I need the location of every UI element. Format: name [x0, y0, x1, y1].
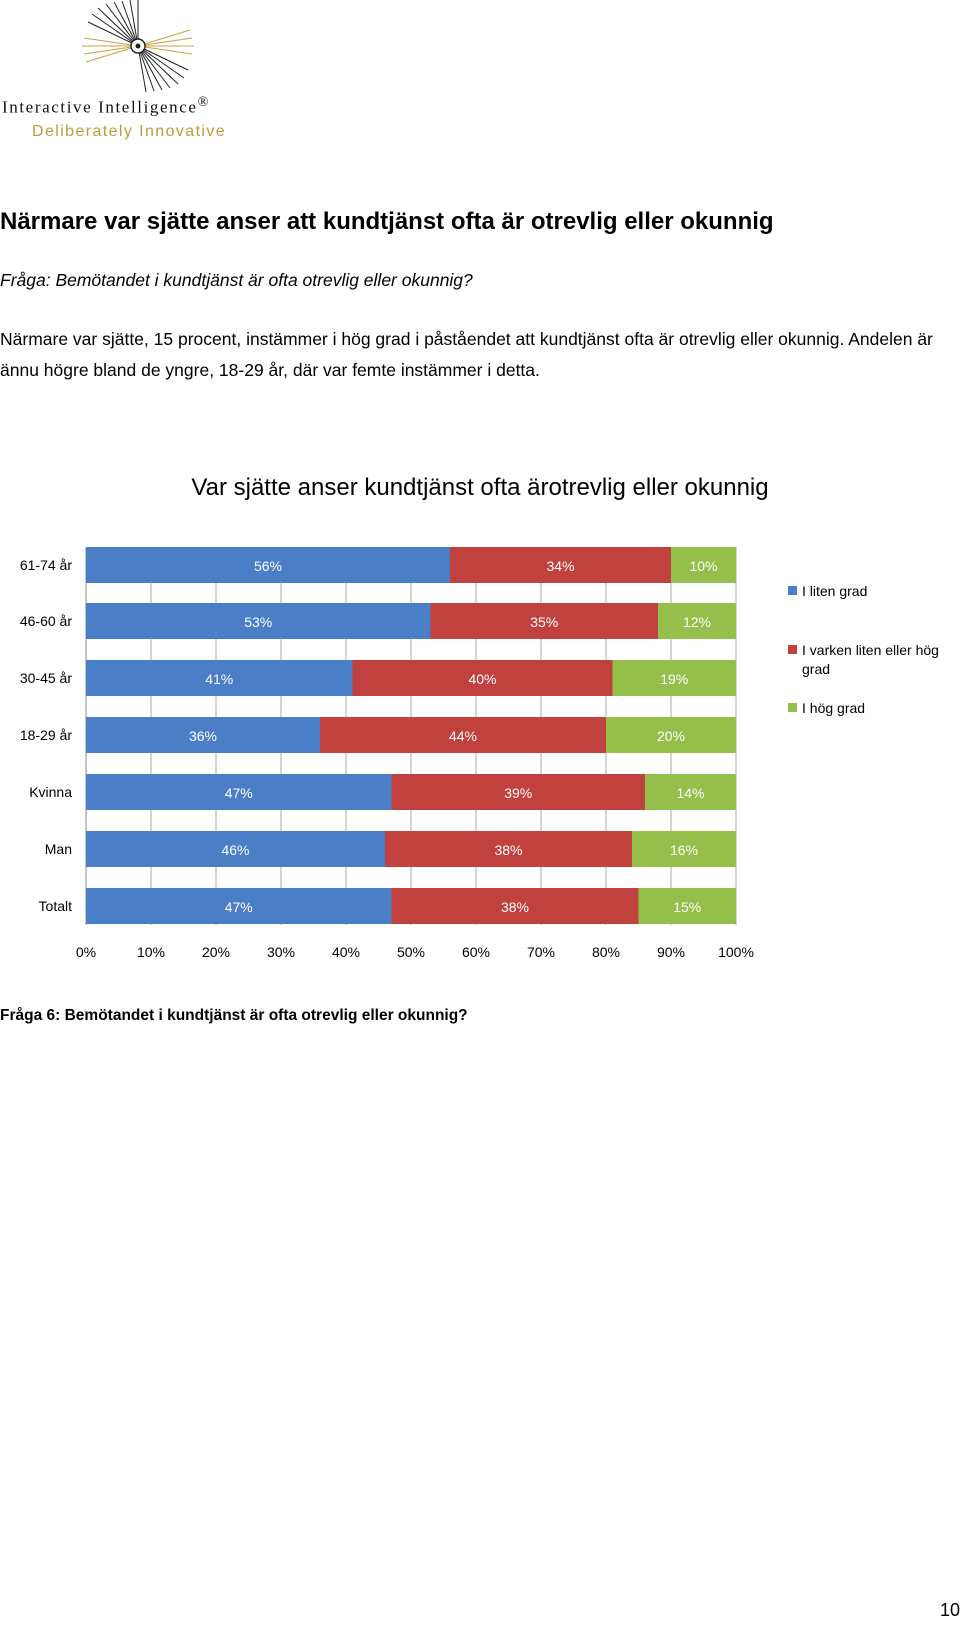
bar-segment	[86, 603, 431, 639]
bar-segment	[86, 660, 353, 696]
x-tick-label: 50%	[397, 944, 425, 960]
data-label: 39%	[504, 785, 532, 801]
bar-segment	[86, 717, 320, 753]
x-tick-label: 60%	[462, 944, 490, 960]
legend-label: I varken liten eller hög grad	[802, 642, 939, 677]
legend-item: I liten grad	[788, 582, 958, 601]
legend-swatch	[788, 586, 797, 595]
stacked-bar-chart: 61-74 år 56% 34% 10% 46-60 år 53% 35% 12% 30-45 …	[20, 547, 754, 960]
bar-segment	[86, 888, 392, 924]
x-tick-label: 90%	[657, 944, 685, 960]
data-label: 40%	[468, 671, 496, 687]
bar-segment	[391, 774, 645, 810]
bar-segment	[671, 547, 736, 583]
legend-swatch	[788, 645, 797, 654]
bar-segment	[658, 603, 736, 639]
category-label: Kvinna	[29, 784, 72, 800]
x-tick-label: 40%	[332, 944, 360, 960]
bar-segment	[86, 774, 392, 810]
category-label: Totalt	[39, 898, 73, 914]
data-label: 47%	[225, 899, 253, 915]
bar-segment	[385, 831, 632, 867]
bar-segment	[352, 660, 613, 696]
data-label: 16%	[670, 842, 698, 858]
logo-tagline: Deliberately Innovative	[32, 123, 227, 140]
logo-trademark: ®	[197, 94, 210, 110]
category-label: 30-45 år	[20, 670, 72, 686]
x-tick-label: 0%	[76, 944, 96, 960]
data-label: 36%	[189, 728, 217, 744]
bar-segment	[638, 888, 736, 924]
category-label: 46-60 år	[20, 613, 72, 629]
x-tick-label: 70%	[527, 944, 555, 960]
company-logo: Interactive Intelligence® Deliberately I…	[0, 0, 280, 150]
bar-segment	[606, 717, 736, 753]
data-label: 56%	[254, 558, 282, 574]
bar-segment	[450, 547, 671, 583]
fan-logo-icon	[82, 0, 194, 92]
x-tick-label: 80%	[592, 944, 620, 960]
bar-segment	[612, 660, 736, 696]
logo-wordmark: Interactive Intelligence®	[2, 94, 210, 118]
bar-segment	[430, 603, 658, 639]
category-label: 18-29 år	[20, 727, 72, 743]
data-label: 12%	[683, 614, 711, 630]
data-label: 14%	[676, 785, 704, 801]
x-tick-label: 100%	[718, 944, 754, 960]
data-label: 19%	[660, 671, 688, 687]
x-tick-label: 10%	[137, 944, 165, 960]
chart-title: Var sjätte anser kundtjänst ofta ärotrev…	[191, 474, 769, 501]
x-tick-label: 20%	[202, 944, 230, 960]
data-label: 44%	[449, 728, 477, 744]
footnote-question: Fråga 6: Bemötandet i kundtjänst är ofta…	[0, 1007, 468, 1024]
chart-legend: I liten grad I varken liten eller hög gra…	[788, 582, 958, 718]
legend-item: I hög grad	[788, 699, 958, 718]
data-label: 46%	[221, 842, 249, 858]
legend-label: I hög grad	[802, 700, 866, 716]
legend-item: I varken liten eller hög grad	[788, 641, 958, 679]
page-heading: Närmare var sjätte anser att kundtjänst …	[0, 208, 774, 235]
page-number: 10	[939, 1600, 960, 1620]
bar-segment	[632, 831, 736, 867]
bar-segment	[86, 831, 385, 867]
data-label: 47%	[225, 785, 253, 801]
bar-segment	[391, 888, 639, 924]
data-label: 15%	[673, 899, 701, 915]
category-label: Man	[45, 841, 72, 857]
bar-segment	[645, 774, 736, 810]
data-label: 20%	[657, 728, 685, 744]
bar-segment	[86, 547, 450, 583]
legend-label: I liten grad	[802, 583, 868, 599]
legend-swatch	[788, 703, 797, 712]
data-label: 35%	[530, 614, 558, 630]
x-tick-label: 30%	[267, 944, 295, 960]
data-label: 38%	[494, 842, 522, 858]
survey-question: Fråga: Bemötandet i kundtjänst är ofta o…	[0, 270, 473, 290]
category-label: 61-74 år	[20, 557, 72, 573]
body-paragraph: Närmare var sjätte, 15 procent, instämme…	[0, 329, 933, 380]
data-label: 34%	[546, 558, 574, 574]
data-label: 10%	[689, 558, 717, 574]
data-label: 41%	[205, 671, 233, 687]
data-label: 38%	[501, 899, 529, 915]
bar-segment	[320, 717, 606, 753]
data-label: 53%	[244, 614, 272, 630]
logo-name-text: Interactive Intelligence	[2, 97, 198, 117]
